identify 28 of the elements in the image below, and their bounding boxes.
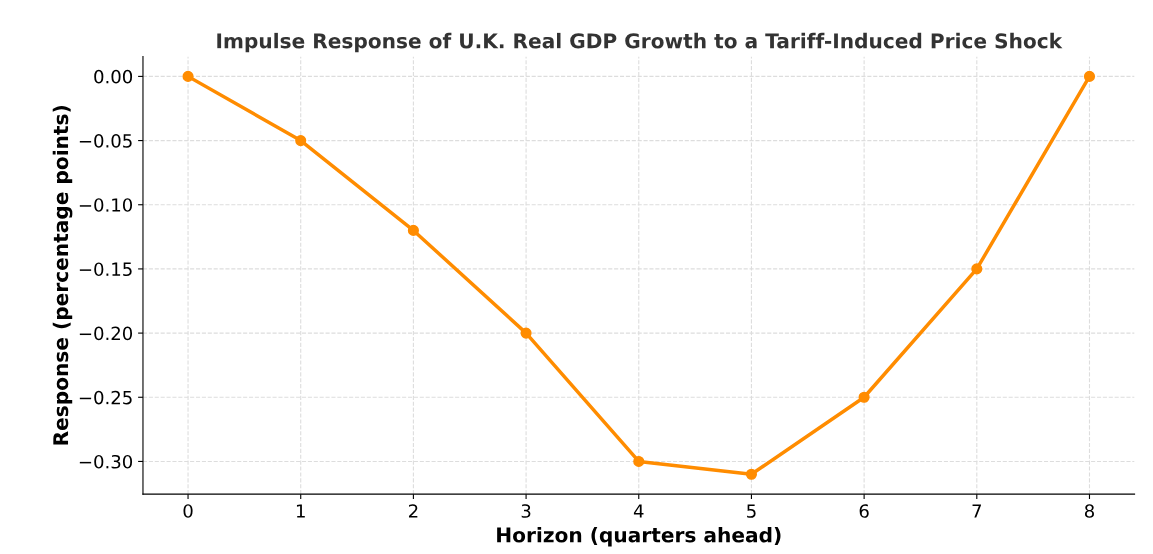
y-tick-label: −0.25 <box>79 390 132 405</box>
y-tick-label: −0.05 <box>79 134 132 148</box>
y-axis-title: Response (percentage points) <box>52 105 73 445</box>
x-tick-label: 7 <box>972 504 981 518</box>
chart-title: Impulse Response of U.K. Real GDP Growth to a Tariff-Induced Price Shock <box>217 32 1063 53</box>
x-tick-label: 5 <box>747 504 756 518</box>
y-tick-label: 0.00 <box>94 69 133 84</box>
y-tick-label: −0.20 <box>79 326 133 341</box>
point <box>858 391 870 403</box>
x-tick-label: 4 <box>633 504 644 518</box>
x-tick-label: 8 <box>1084 504 1094 518</box>
point <box>971 263 983 275</box>
y-tick-label: −0.30 <box>79 454 133 469</box>
point <box>182 70 194 82</box>
point <box>520 327 532 339</box>
x-tick-label: 1 <box>296 504 305 518</box>
y-tick-label: −0.10 <box>79 198 133 212</box>
y-tick-label: −0.15 <box>79 262 132 277</box>
x-tick-label: 6 <box>859 504 869 518</box>
point <box>745 468 757 480</box>
point <box>295 135 307 147</box>
x-axis-title: Horizon (quarters ahead) <box>497 526 781 547</box>
point <box>407 224 419 236</box>
point <box>633 455 645 467</box>
x-tick-label: 0 <box>183 504 193 518</box>
x-tick-label: 2 <box>408 504 418 518</box>
x-tick-label: 3 <box>521 504 531 518</box>
point <box>1083 70 1096 82</box>
